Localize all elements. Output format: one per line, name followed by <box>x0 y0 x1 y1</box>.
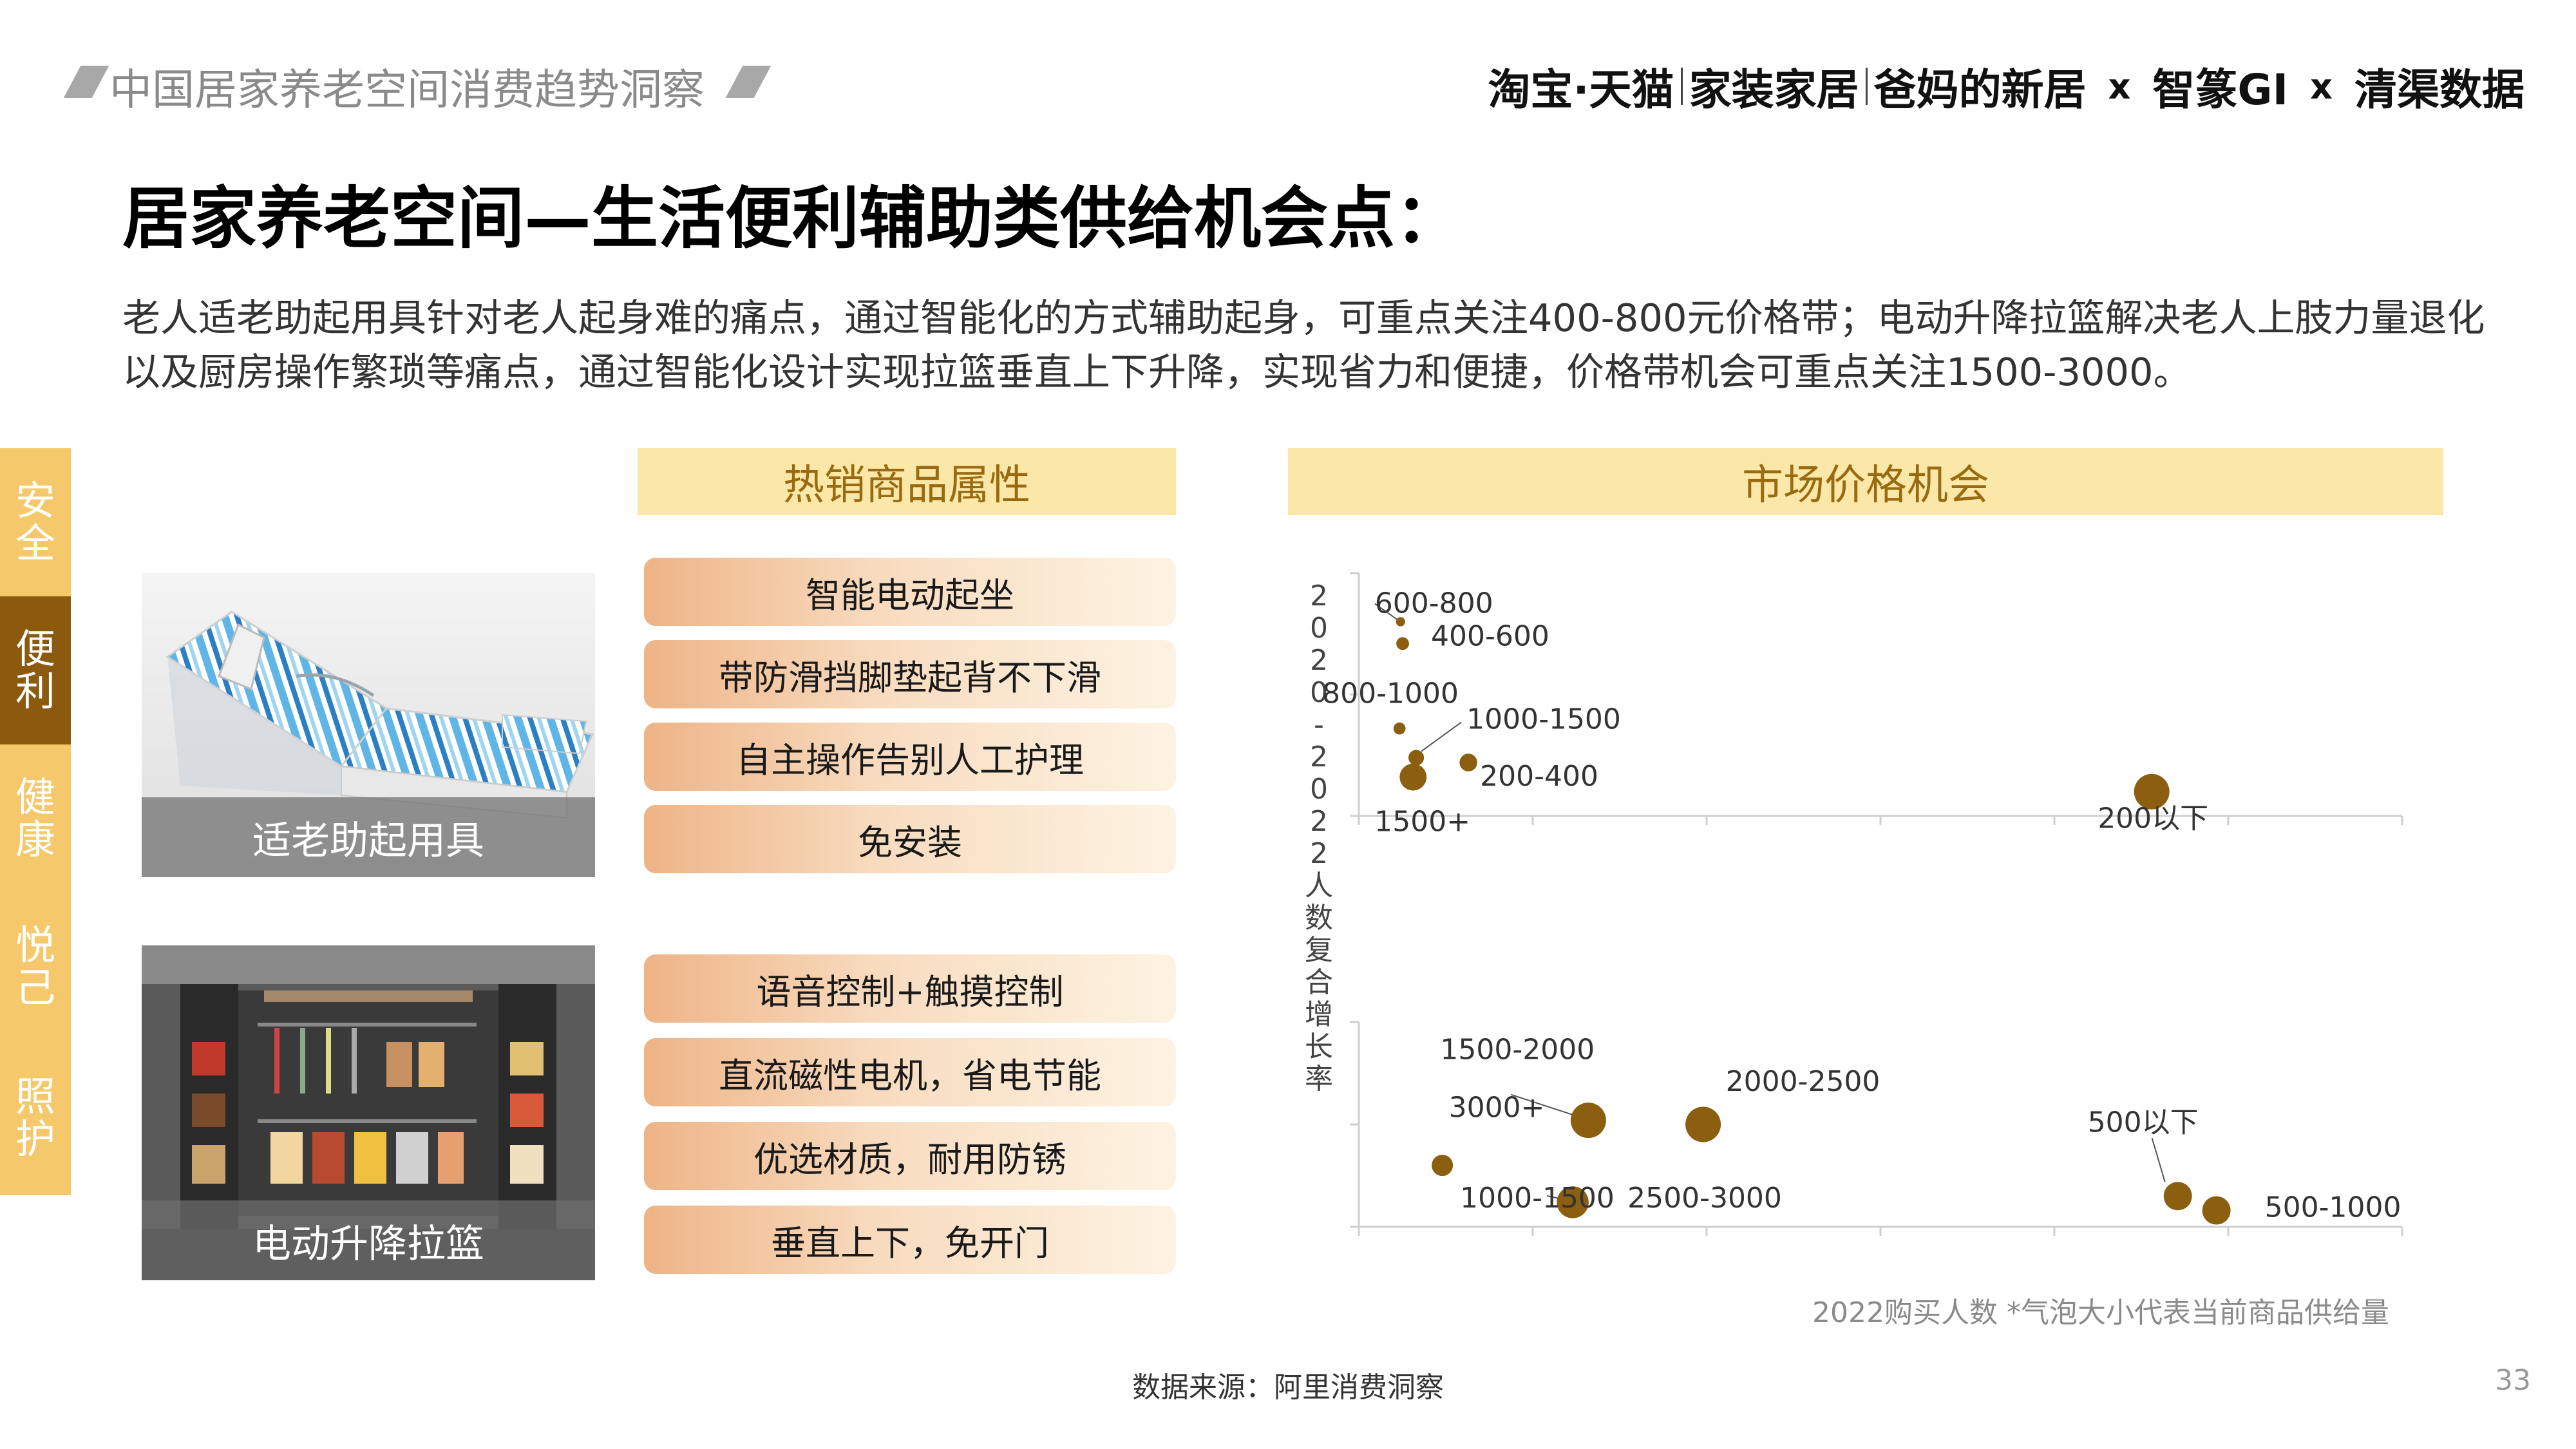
bubble-label: 200-400 <box>1480 760 1598 793</box>
attribute-pill: 垂直上下，免开门 <box>644 1206 1176 1274</box>
product-name-lift-aid: 适老助起用具 <box>142 797 595 877</box>
category-self-pleasing[interactable]: 悦己 <box>15 922 55 1011</box>
bubble-label: 1000-1500 <box>1460 1182 1615 1215</box>
bubble-label: 600-800 <box>1375 587 1493 620</box>
bubble-label: 500-1000 <box>2265 1191 2401 1224</box>
bubble <box>1557 1186 1589 1218</box>
bubble-label: 800-1000 <box>1322 677 1459 710</box>
attribute-pill: 语音控制+触摸控制 <box>644 954 1176 1023</box>
bubble-label: 2000-2500 <box>1726 1065 1880 1098</box>
attribute-pill: 优选材质，耐用防锈 <box>644 1122 1176 1190</box>
attribute-pill: 智能电动起坐 <box>644 558 1176 626</box>
chart-footnote: 2022购买人数 *气泡大小代表当前商品供给量 <box>1812 1296 2389 1329</box>
leader-lines <box>1374 603 2166 1200</box>
product-photo-lift-aid: 适老助起用具 <box>142 573 595 877</box>
bubble <box>1396 617 1405 627</box>
bubble-label: 1500-2000 <box>1440 1034 1595 1066</box>
bubble-label: 2500-3000 <box>1627 1182 1782 1215</box>
y-axis-label-char: 率 <box>1305 1063 1333 1095</box>
leader-line <box>1511 1094 1582 1119</box>
header-slash-left <box>63 66 109 98</box>
attributes-header: 热销商品属性 <box>638 448 1176 515</box>
brand-taobao-tmall: 淘宝·天猫 <box>1488 65 1674 115</box>
y-axis-label-char: 合 <box>1305 966 1333 999</box>
bubble-label: 1500+ <box>1374 806 1470 838</box>
bubble <box>1432 1155 1454 1177</box>
product-name-pull-basket: 电动升降拉篮 <box>142 1200 595 1280</box>
chart-axes <box>1350 572 2403 1236</box>
bubble <box>1393 722 1406 735</box>
brand-parents-home: 爸妈的新居 <box>1873 65 2087 115</box>
y-axis-label-char: 0 <box>1310 676 1328 709</box>
bubble <box>1396 637 1409 650</box>
y-axis-label-char: 0 <box>1310 773 1328 806</box>
brand-zhizhuan: 智篆GI <box>2152 65 2289 115</box>
y-axis-label-char: 2 <box>1310 580 1328 612</box>
y-axis-label-char: 2 <box>1310 644 1328 677</box>
leader-line <box>1421 721 1462 752</box>
y-axis-label-char: 长 <box>1305 1030 1333 1063</box>
leader-line <box>2151 1138 2166 1182</box>
bubble <box>2202 1196 2231 1225</box>
bubble <box>1459 753 1477 772</box>
y-axis-label-char: 增 <box>1305 998 1333 1031</box>
page-description: 老人适老助起用具针对老人起身难的痛点，通过智能化的方式辅助起身，可重点关注400… <box>122 296 2485 394</box>
brand-qingqu: 清渠数据 <box>2354 65 2524 115</box>
report-title: 中国居家养老空间消费趋势洞察 <box>109 65 705 115</box>
bubble <box>1399 763 1427 791</box>
brand-home: 家装家居 <box>1689 65 1859 115</box>
bubble <box>2134 773 2170 810</box>
bubble <box>2163 1182 2192 1211</box>
bubble-label: 500以下 <box>2088 1106 2199 1139</box>
category-safety[interactable]: 安全 <box>15 477 55 567</box>
data-source: 数据来源：阿里消费洞察 <box>1132 1371 1444 1404</box>
y-axis-label-char: 人 <box>1305 869 1333 902</box>
y-axis-label-char: 数 <box>1305 902 1333 934</box>
category-strip: 安全 便利 健康 悦己 照护 <box>0 448 71 1195</box>
attribute-pill: 直流磁性电机，省电节能 <box>644 1038 1176 1106</box>
bubble-labels: 600-800400-600800-10001000-1500200-40015… <box>1322 587 2401 1224</box>
bubble <box>1408 750 1425 766</box>
attribute-pill: 免安装 <box>644 805 1176 873</box>
bubble-label: 400-600 <box>1431 620 1549 652</box>
bubble-label: 3000+ <box>1449 1092 1545 1124</box>
bubble <box>1685 1106 1721 1142</box>
attribute-pill: 自主操作告别人工护理 <box>644 723 1176 791</box>
header-slash-right <box>725 66 772 98</box>
brand-cross: x <box>2310 66 2333 107</box>
bubble <box>1570 1103 1606 1139</box>
price-opportunity-header: 市场价格机会 <box>1288 448 2443 515</box>
bubble-label: 1000-1500 <box>1466 703 1621 736</box>
category-convenience[interactable]: 便利 <box>0 596 71 744</box>
page-title: 居家养老空间—生活便利辅助类供给机会点： <box>122 179 1463 258</box>
product-photo-pull-basket: 电动升降拉篮 <box>142 945 595 1280</box>
brand-separator <box>1865 68 1868 105</box>
y-axis-label-char: 2 <box>1310 805 1328 838</box>
bubble-label: 200以下 <box>2098 802 2208 835</box>
y-axis-label-char: 复 <box>1305 934 1333 967</box>
brand-cross: x <box>2108 66 2131 107</box>
bubbles <box>1393 617 2231 1225</box>
y-axis-label-char: 0 <box>1310 612 1328 645</box>
y-axis-label-char: - <box>1314 708 1324 741</box>
leader-line <box>1374 603 1397 620</box>
y-axis-label-char: 2 <box>1310 741 1328 773</box>
category-care[interactable]: 照护 <box>15 1073 55 1162</box>
y-axis-label-char: 2 <box>1310 837 1328 870</box>
category-health[interactable]: 健康 <box>15 773 55 863</box>
brand-separator <box>1680 68 1683 105</box>
attribute-pill: 带防滑挡脚垫起背不下滑 <box>644 640 1176 708</box>
page-number: 33 <box>2495 1364 2531 1397</box>
brand-logos: 淘宝·天猫 家装家居 爸妈的新居 x 智篆GI x 清渠数据 <box>1488 55 2525 117</box>
